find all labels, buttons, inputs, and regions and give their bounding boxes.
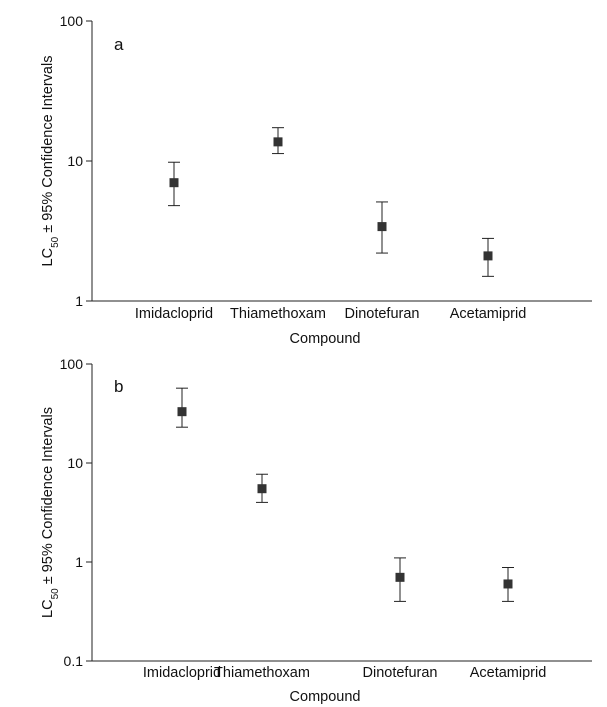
x-axis-title: Compound	[290, 689, 361, 705]
data-point	[177, 407, 187, 417]
y-tick-label: 1	[75, 293, 83, 309]
y-tick-label: 0.1	[64, 653, 84, 669]
y-axis-title-rest: ± 95% Confidence Intervals	[40, 56, 56, 237]
y-tick-label: 1	[75, 554, 83, 570]
data-point	[273, 137, 283, 147]
y-axis-title: LC50 ± 95% Confidence Intervals	[40, 56, 61, 267]
y-tick-label: 10	[67, 153, 83, 169]
data-point	[503, 579, 513, 589]
y-tick-label: 100	[60, 13, 84, 29]
y-axis-title-subscript: 50	[50, 588, 61, 600]
y-axis-title: LC50 ± 95% Confidence Intervals	[40, 407, 61, 618]
x-tick-label: Imidacloprid	[143, 665, 221, 681]
x-tick-label: Thiamethoxam	[230, 306, 326, 322]
data-point	[395, 572, 405, 582]
x-tick-label: Acetamiprid	[470, 665, 547, 681]
chart-panel-a: 1 10 100 a Imidacloprid Thiamethoxam Dinotefur…	[40, 13, 592, 347]
y-axis-title-main: LC	[40, 599, 56, 618]
y-tick-label: 100	[60, 356, 84, 372]
y-axis-title-subscript: 50	[50, 236, 61, 248]
y-tick-label: 10	[67, 455, 83, 471]
x-tick-label: Imidacloprid	[135, 306, 213, 322]
data-point	[257, 484, 267, 494]
panel-label: a	[114, 35, 124, 54]
x-axis-title: Compound	[290, 331, 361, 347]
y-axis-title-rest: ± 95% Confidence Intervals	[40, 407, 56, 588]
data-point	[377, 222, 387, 232]
x-tick-label: Acetamiprid	[450, 306, 527, 322]
data-point	[483, 251, 493, 261]
x-tick-label: Dinotefuran	[363, 665, 438, 681]
x-tick-label: Dinotefuran	[345, 306, 420, 322]
y-axis-title-main: LC	[40, 248, 56, 267]
x-tick-label: Thiamethoxam	[214, 665, 310, 681]
panel-label: b	[114, 377, 123, 396]
data-point	[169, 178, 179, 188]
